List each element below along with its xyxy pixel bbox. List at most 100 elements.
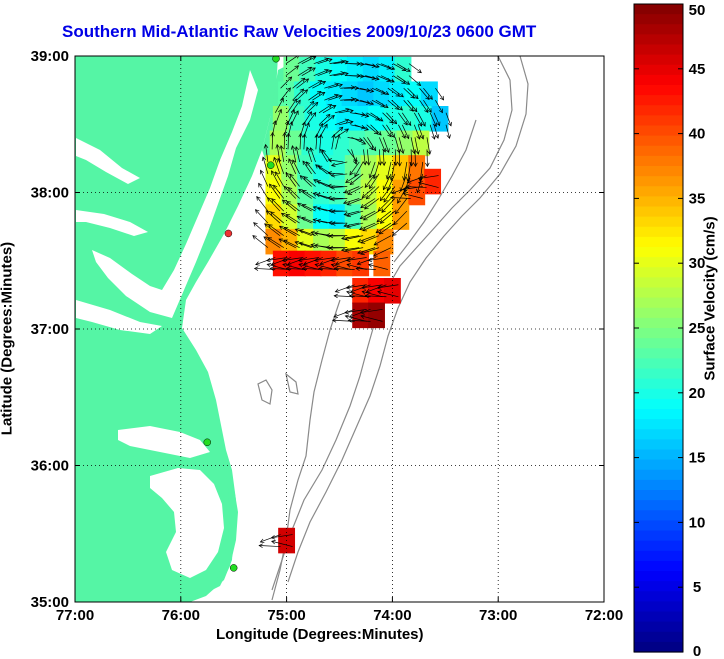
- colorbar-segment: [634, 520, 683, 532]
- arrow-head: [345, 107, 350, 113]
- velocity-arrow: [433, 124, 439, 139]
- velocity-arrow: [362, 291, 383, 298]
- x-tick-label: 72:00: [585, 607, 623, 624]
- arrow-head: [287, 187, 293, 192]
- velocity-cell: [373, 250, 391, 277]
- arrow-head: [299, 175, 305, 180]
- arrow-head: [376, 285, 382, 290]
- arrow-head: [279, 97, 284, 103]
- velocity-cell: [376, 228, 394, 255]
- arrow-head: [269, 183, 274, 189]
- arrow-head: [410, 94, 415, 99]
- velocity-arrow: [299, 133, 302, 150]
- colorbar-segment: [634, 247, 683, 258]
- colorbar-segment: [634, 398, 683, 410]
- velocity-arrow: [413, 124, 421, 140]
- colorbar-segment: [634, 196, 683, 208]
- x-tick-label: 76:00: [162, 607, 200, 624]
- velocity-cell: [383, 277, 401, 304]
- velocity-arrow: [378, 198, 392, 212]
- colorbar-segment: [634, 429, 683, 440]
- velocity-arrow: [327, 185, 344, 187]
- arrow-head: [347, 318, 353, 323]
- arrow-head: [256, 196, 261, 201]
- arrow-head: [266, 263, 272, 268]
- velocity-arrow: [312, 92, 325, 101]
- arrow-head: [327, 195, 332, 201]
- colorbar-segment: [634, 34, 683, 46]
- arrow-head: [427, 150, 432, 155]
- arrow-head: [277, 108, 283, 114]
- arrow-head: [338, 83, 343, 88]
- colorbar-tick-label: 25: [689, 320, 706, 337]
- arrow-head: [307, 111, 312, 116]
- velocity-arrow: [361, 63, 376, 67]
- velocity-vectors: [252, 56, 452, 548]
- velocity-arrow: [392, 63, 406, 71]
- arrow-head: [330, 162, 336, 168]
- velocity-arrow: [369, 161, 376, 178]
- velocity-arrow: [390, 161, 396, 181]
- arrow-head: [393, 220, 398, 226]
- velocity-arrow: [335, 134, 340, 150]
- arrow-head: [413, 107, 418, 113]
- arrow-head: [330, 257, 335, 263]
- arrow-head: [361, 140, 367, 145]
- velocity-arrow: [367, 149, 370, 166]
- velocity-arrow: [283, 239, 300, 248]
- arrow-head: [309, 147, 314, 152]
- colorbar-segment: [634, 419, 683, 430]
- velocity-arrow: [302, 204, 316, 212]
- arrow-head: [387, 132, 392, 138]
- arrow-head: [327, 58, 333, 63]
- velocity-arrow: [345, 235, 364, 240]
- arrow-head: [349, 108, 354, 114]
- velocity-cell: [283, 56, 301, 83]
- arrow-head: [369, 184, 374, 190]
- velocity-arrow: [318, 104, 332, 114]
- velocity-arrow: [365, 295, 387, 298]
- arrow-head: [369, 88, 375, 93]
- arrow-head: [350, 85, 356, 90]
- colorbar-segment: [634, 338, 683, 349]
- arrow-head: [311, 67, 316, 72]
- velocity-cell: [341, 81, 359, 108]
- velocity-arrow: [344, 210, 360, 216]
- velocity-arrow: [267, 237, 284, 248]
- colorbar-segment: [634, 54, 683, 66]
- velocity-arrow: [331, 134, 335, 150]
- velocity-arrow: [313, 192, 328, 199]
- colorbar-segment: [634, 439, 683, 451]
- velocity-arrow: [349, 161, 360, 176]
- arrow-head: [281, 257, 287, 263]
- velocity-arrow: [367, 137, 377, 151]
- arrow-head: [327, 183, 332, 189]
- velocity-arrow: [350, 284, 371, 293]
- arrow-head: [364, 293, 369, 299]
- arrow-head: [343, 211, 349, 217]
- velocity-arrow: [360, 309, 383, 314]
- arrow-head: [345, 257, 351, 263]
- colorbar-segment: [634, 490, 683, 501]
- velocity-arrow: [302, 190, 316, 199]
- velocity-arrow: [379, 137, 386, 153]
- x-axis-label: Longitude (Degrees:Minutes): [216, 626, 424, 643]
- velocity-arrow: [322, 105, 336, 114]
- velocity-cell: [360, 179, 378, 206]
- velocity-arrow: [278, 238, 296, 248]
- arrow-head: [253, 222, 258, 227]
- arrow-head: [397, 162, 402, 167]
- colorbar-segment: [634, 125, 683, 137]
- x-tick-label: 75:00: [267, 607, 305, 624]
- arrow-head: [279, 144, 284, 150]
- velocity-arrow: [418, 175, 439, 179]
- arrow-head: [391, 231, 397, 237]
- colorbar-segment: [634, 176, 683, 187]
- velocity-arrow: [392, 75, 406, 84]
- arrow-head: [302, 160, 307, 166]
- velocity-cell: [412, 130, 430, 157]
- colorbar-segment: [634, 4, 683, 15]
- arrow-head: [359, 309, 365, 315]
- velocity-arrow: [268, 224, 284, 236]
- velocity-cell: [344, 204, 362, 230]
